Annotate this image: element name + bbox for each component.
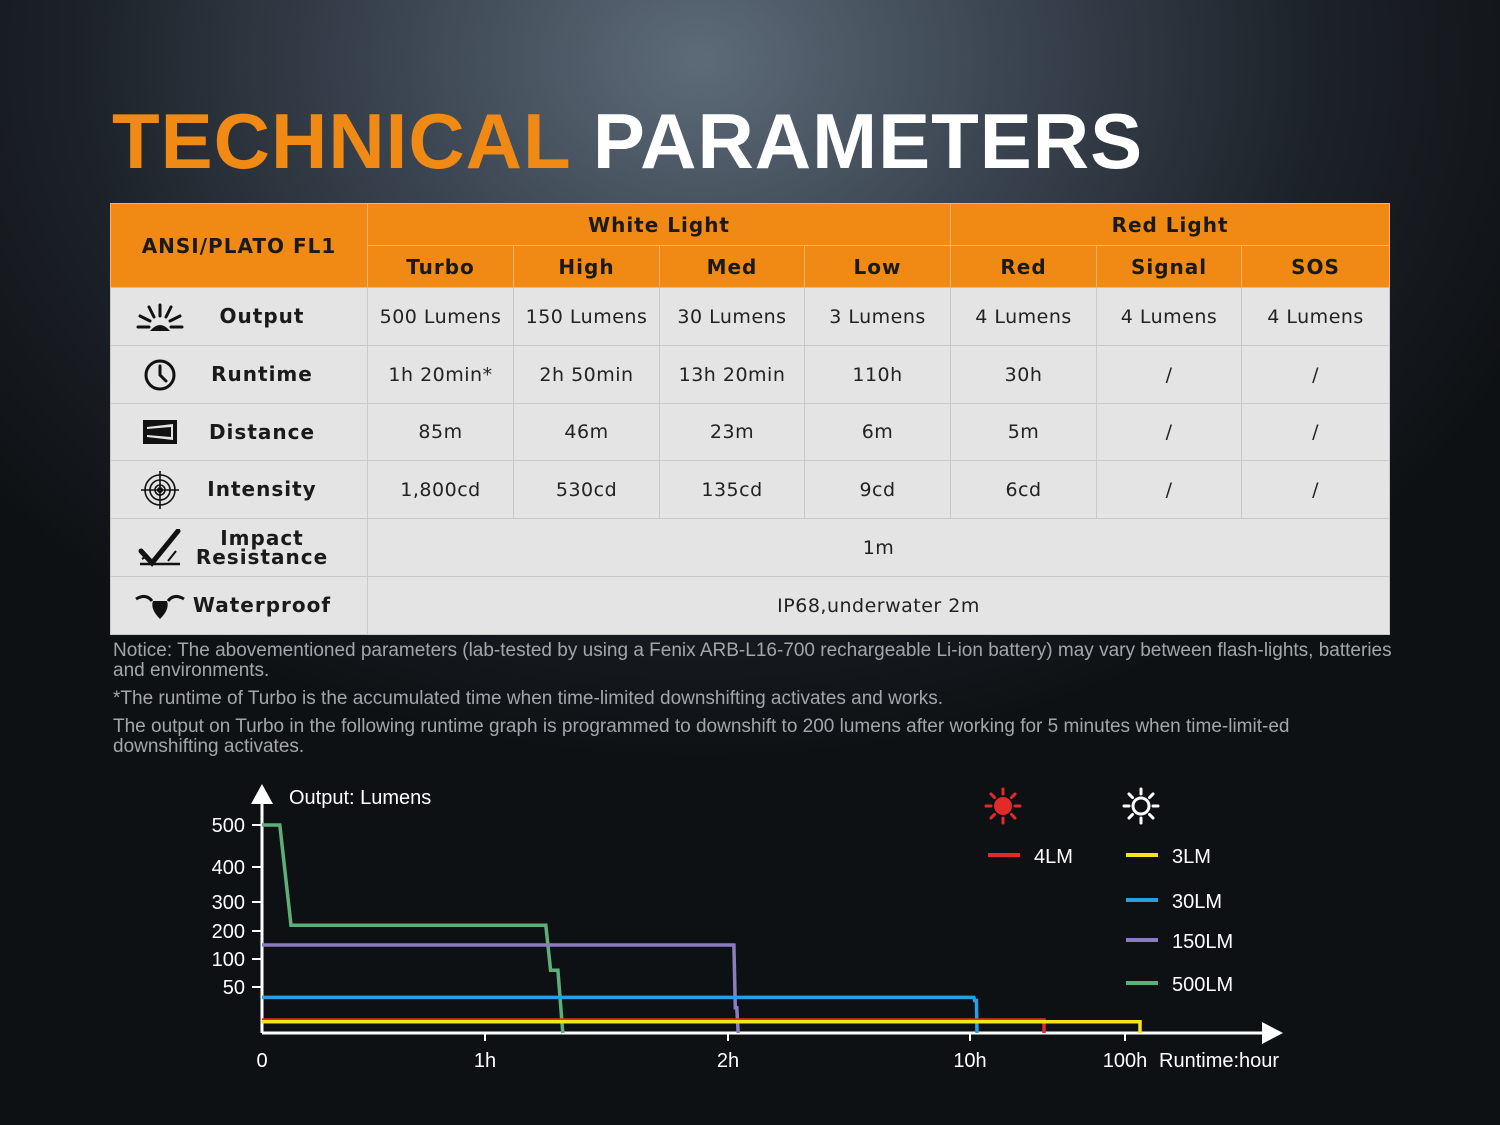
- legend-label: 4LM: [1034, 846, 1073, 868]
- x-tick-label: 0: [256, 1050, 267, 1072]
- table-cell: 6m: [803, 403, 952, 461]
- table-row: Output 500 Lumens 150 Lumens 30 Lumens 3…: [110, 287, 1391, 346]
- mode-med: Med: [659, 245, 805, 288]
- legend-label: 150LM: [1172, 931, 1233, 953]
- page-title: TECHNICAL PARAMETERS: [112, 96, 1143, 186]
- legend-label: 500LM: [1172, 974, 1233, 996]
- group-white-light: White Light: [366, 203, 952, 246]
- legend-label: 3LM: [1172, 846, 1211, 868]
- table-cell: /: [1241, 403, 1391, 461]
- mode-high: High: [513, 245, 660, 288]
- series-line-500lm: [262, 823, 565, 1034]
- table-cell: 150 Lumens: [513, 287, 660, 346]
- table-cell: /: [1096, 460, 1243, 519]
- table-row: Runtime 1h 20min* 2h 50min 13h 20min 110…: [110, 345, 1391, 404]
- table-cell: 530cd: [513, 460, 660, 519]
- series-line-30lm: [262, 995, 979, 1034]
- title-part-technical: TECHNICAL: [112, 97, 571, 185]
- notes: Notice: The abovementioned parameters (l…: [113, 641, 1393, 765]
- table-cell: /: [1096, 345, 1243, 404]
- table-row: Intensity 1,800cd 530cd 135cd 9cd 6cd / …: [110, 460, 1391, 519]
- runtime-chart: Output: Lumens Runtime:hour 500400300200…: [212, 784, 1283, 1072]
- row-label-line1: Impact: [220, 525, 304, 550]
- impact-icon: [133, 528, 187, 568]
- table-cell: 500 Lumens: [367, 287, 514, 346]
- table-cell: 30 Lumens: [659, 287, 805, 346]
- series-line-150lm: [262, 943, 740, 1034]
- table-row: Distance 85m 46m 23m 6m 5m / /: [110, 403, 1391, 461]
- row-label: Waterproof: [192, 593, 332, 617]
- y-axis-label: Output: Lumens: [289, 787, 431, 809]
- y-tick-label: 100: [212, 949, 245, 971]
- series-line-3lm: [262, 1019, 1142, 1033]
- water-drop-icon: [133, 586, 187, 626]
- table-cell: /: [1241, 345, 1391, 404]
- table-cell: 1,800cd: [367, 460, 514, 519]
- x-axis-label: Runtime:hour: [1159, 1050, 1279, 1072]
- table-cell: 23m: [659, 403, 805, 461]
- mode-red: Red: [950, 245, 1098, 288]
- y-tick-label: 200: [212, 921, 245, 943]
- table-cell: 9cd: [803, 460, 952, 519]
- turbo-note: *The runtime of Turbo is the accumulated…: [113, 688, 944, 709]
- table-cell: 2h 50min: [513, 345, 660, 404]
- mode-low: Low: [803, 245, 952, 288]
- x-tick-label: 10h: [953, 1050, 986, 1072]
- x-tick-label: 1h: [474, 1050, 496, 1072]
- clock-icon: [133, 355, 187, 395]
- table-cell: 4 Lumens: [1096, 287, 1243, 346]
- row-label: Intensity: [207, 477, 317, 501]
- x-tick-label: 100h: [1103, 1050, 1148, 1072]
- spec-table: ANSI/PLATO FL1 White Light Red Light Tur…: [110, 203, 1391, 635]
- y-tick-label: 300: [212, 892, 245, 914]
- target-icon: [133, 470, 187, 510]
- mode-signal: Signal: [1096, 245, 1243, 288]
- table-cell: /: [1096, 403, 1243, 461]
- table-row: Impact Resistance 1m: [110, 518, 1391, 577]
- title-part-parameters: PARAMETERS: [592, 97, 1144, 185]
- table-cell: 1h 20min*: [367, 345, 514, 404]
- x-axis-arrow: [1262, 1022, 1283, 1044]
- standard-label: ANSI/PLATO FL1: [110, 203, 368, 288]
- table-cell: 110h: [803, 345, 952, 404]
- red-light-icon: [984, 787, 1022, 825]
- table-row: Waterproof IP68,underwater 2m: [110, 576, 1391, 635]
- table-cell: 6cd: [950, 460, 1098, 519]
- table-cell: 5m: [950, 403, 1098, 461]
- row-label: Runtime: [211, 362, 313, 386]
- table-cell: /: [1241, 460, 1391, 519]
- beam-distance-icon: [133, 412, 187, 452]
- row-label: Output: [219, 304, 305, 328]
- y-tick-label: 50: [223, 977, 245, 999]
- row-label-line2: Resistance: [195, 544, 329, 569]
- table-cell: 46m: [513, 403, 660, 461]
- mode-turbo: Turbo: [367, 245, 514, 288]
- mode-sos: SOS: [1241, 245, 1391, 288]
- table-cell: 135cd: [659, 460, 805, 519]
- row-label: Distance: [208, 419, 316, 444]
- y-tick-label: 500: [212, 815, 245, 837]
- table-cell: 4 Lumens: [950, 287, 1098, 346]
- y-tick-label: 400: [212, 857, 245, 879]
- legend-label: 30LM: [1172, 891, 1222, 913]
- table-cell: 4 Lumens: [1241, 287, 1391, 346]
- group-red-light: Red Light: [950, 203, 1391, 246]
- y-axis-arrow: [251, 784, 273, 804]
- notice-text: Notice: The abovementioned parameters (l…: [113, 640, 1392, 681]
- table-cell: 3 Lumens: [803, 287, 952, 346]
- table-cell: 1m: [366, 518, 1391, 577]
- table-cell: IP68,underwater 2m: [366, 576, 1391, 635]
- graph-note: The output on Turbo in the following run…: [113, 716, 1290, 757]
- table-cell: 13h 20min: [659, 345, 805, 404]
- table-cell: 85m: [367, 403, 514, 461]
- output-icon: [133, 297, 187, 337]
- table-cell: 30h: [950, 345, 1098, 404]
- x-tick-label: 2h: [717, 1050, 739, 1072]
- white-light-icon: [1122, 787, 1160, 825]
